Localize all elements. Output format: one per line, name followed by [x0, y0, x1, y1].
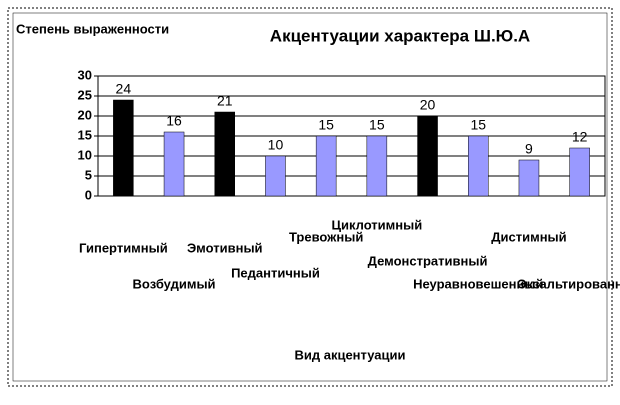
- value-label: 15: [318, 117, 334, 133]
- value-label: 12: [572, 129, 588, 145]
- bar: [163, 131, 185, 197]
- value-label: 16: [166, 113, 182, 129]
- y-axis-label: Степень выраженности: [16, 21, 169, 36]
- bar: [518, 159, 540, 197]
- y-tick-label: 25: [78, 87, 92, 102]
- y-tick-label: 30: [78, 67, 92, 82]
- bar: [265, 155, 286, 197]
- value-label: 10: [268, 137, 284, 153]
- y-tick-label: 15: [78, 127, 92, 142]
- y-tick-label: 5: [85, 167, 92, 182]
- x-tick-label: Возбудимый: [133, 276, 216, 291]
- x-tick-label: Циклотимный: [331, 217, 422, 232]
- x-axis-label: Вид акцентуации: [294, 347, 405, 362]
- bar: [315, 135, 337, 197]
- value-label: 9: [525, 141, 533, 157]
- value-label: 20: [420, 97, 436, 113]
- x-tick-label: Эмотивный: [187, 240, 263, 255]
- value-label: 21: [217, 93, 233, 109]
- x-tick-label: Дистимный: [491, 229, 566, 244]
- x-tick-label: Экзальтированный: [517, 276, 620, 291]
- chart-inner-frame: [12, 12, 608, 382]
- x-tick-label: Демонстративный: [368, 253, 488, 268]
- bar: [468, 135, 489, 197]
- bar: [113, 99, 134, 197]
- x-tick-label: Неуравновешенный: [413, 276, 543, 291]
- x-tick-label: Педантичный: [231, 265, 320, 280]
- value-label: 24: [116, 81, 132, 97]
- chart-frame: [7, 7, 613, 387]
- bar: [569, 147, 590, 197]
- bar: [214, 111, 235, 197]
- chart-title: Акцентуации характера Ш.Ю.А: [270, 26, 530, 45]
- x-tick-label: Тревожный: [289, 229, 363, 244]
- value-label: 15: [470, 117, 486, 133]
- y-tick-label: 20: [78, 107, 92, 122]
- value-label: 15: [369, 117, 385, 133]
- y-tick-label: 10: [78, 147, 92, 162]
- bar: [366, 135, 388, 197]
- y-tick-label: 0: [85, 187, 92, 202]
- bar: [417, 115, 438, 197]
- x-tick-label: Гипертимный: [79, 240, 168, 255]
